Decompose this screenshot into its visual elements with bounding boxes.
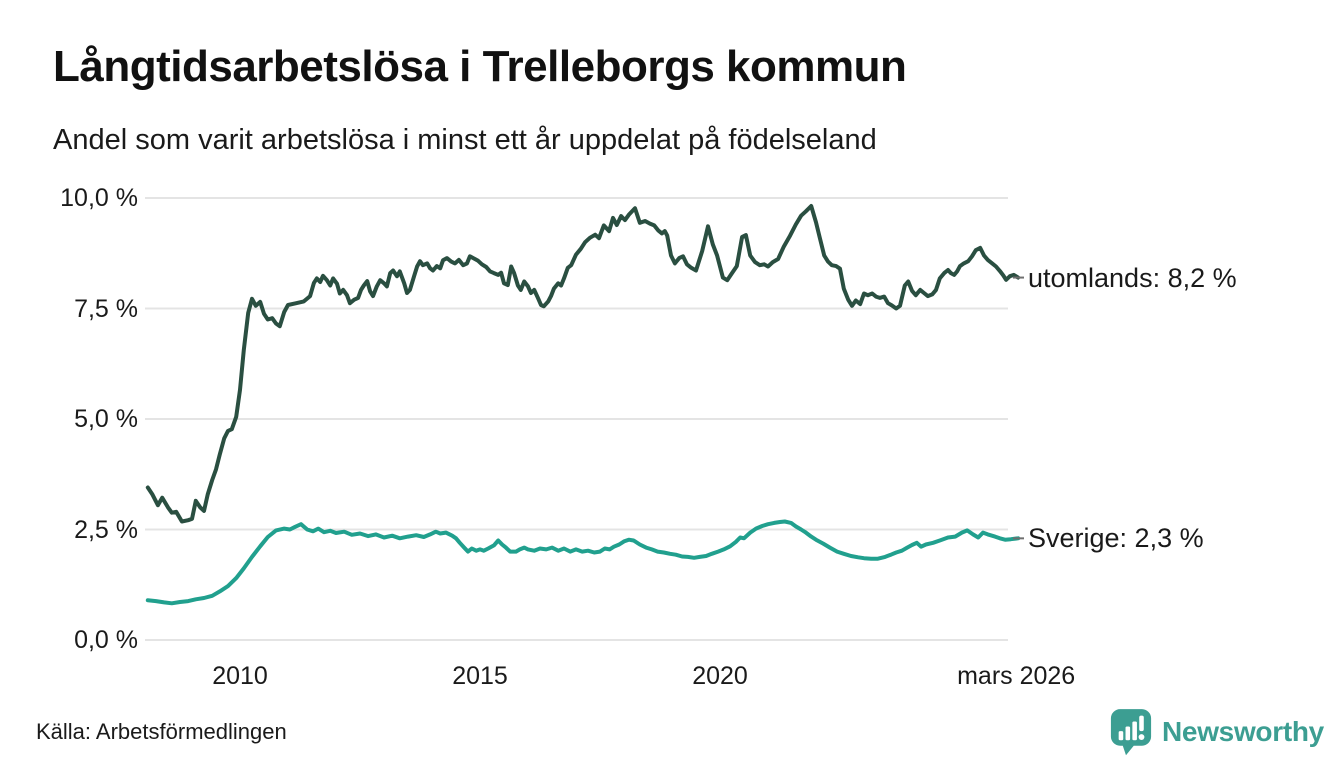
source-note: Källa: Arbetsförmedlingen xyxy=(36,719,287,744)
x-tick-label: 2020 xyxy=(692,662,748,690)
newsworthy-wordmark: Newsworthy xyxy=(1162,716,1324,747)
newsworthy-logo[interactable]: Newsworthy xyxy=(1110,708,1324,756)
series-end-label-sverige: Sverige: 2,3 % xyxy=(1028,523,1204,554)
y-tick-label: 2,5 % xyxy=(74,515,138,544)
line-series-Sverige xyxy=(145,519,1021,606)
page-title: Långtidsarbetslösa i Trelleborgs kommun xyxy=(53,42,907,91)
x-tick-label: 2010 xyxy=(212,662,268,690)
y-tick-label: 0,0 % xyxy=(74,626,138,654)
y-tick-label: 7,5 % xyxy=(74,294,138,323)
series-end-label-utomlands: utomlands: 8,2 % xyxy=(1028,262,1237,293)
bar-chart-pin-icon xyxy=(1110,708,1152,756)
y-tick-label: 10,0 % xyxy=(60,184,138,212)
x-tick-label: 2015 xyxy=(452,662,508,690)
x-tick-label: mars 2026 xyxy=(957,662,1076,690)
y-tick-label: 5,0 % xyxy=(74,405,138,433)
chart-subtitle: Andel som varit arbetslösa i minst ett å… xyxy=(53,124,877,156)
line-series-utomlands xyxy=(145,204,1021,524)
